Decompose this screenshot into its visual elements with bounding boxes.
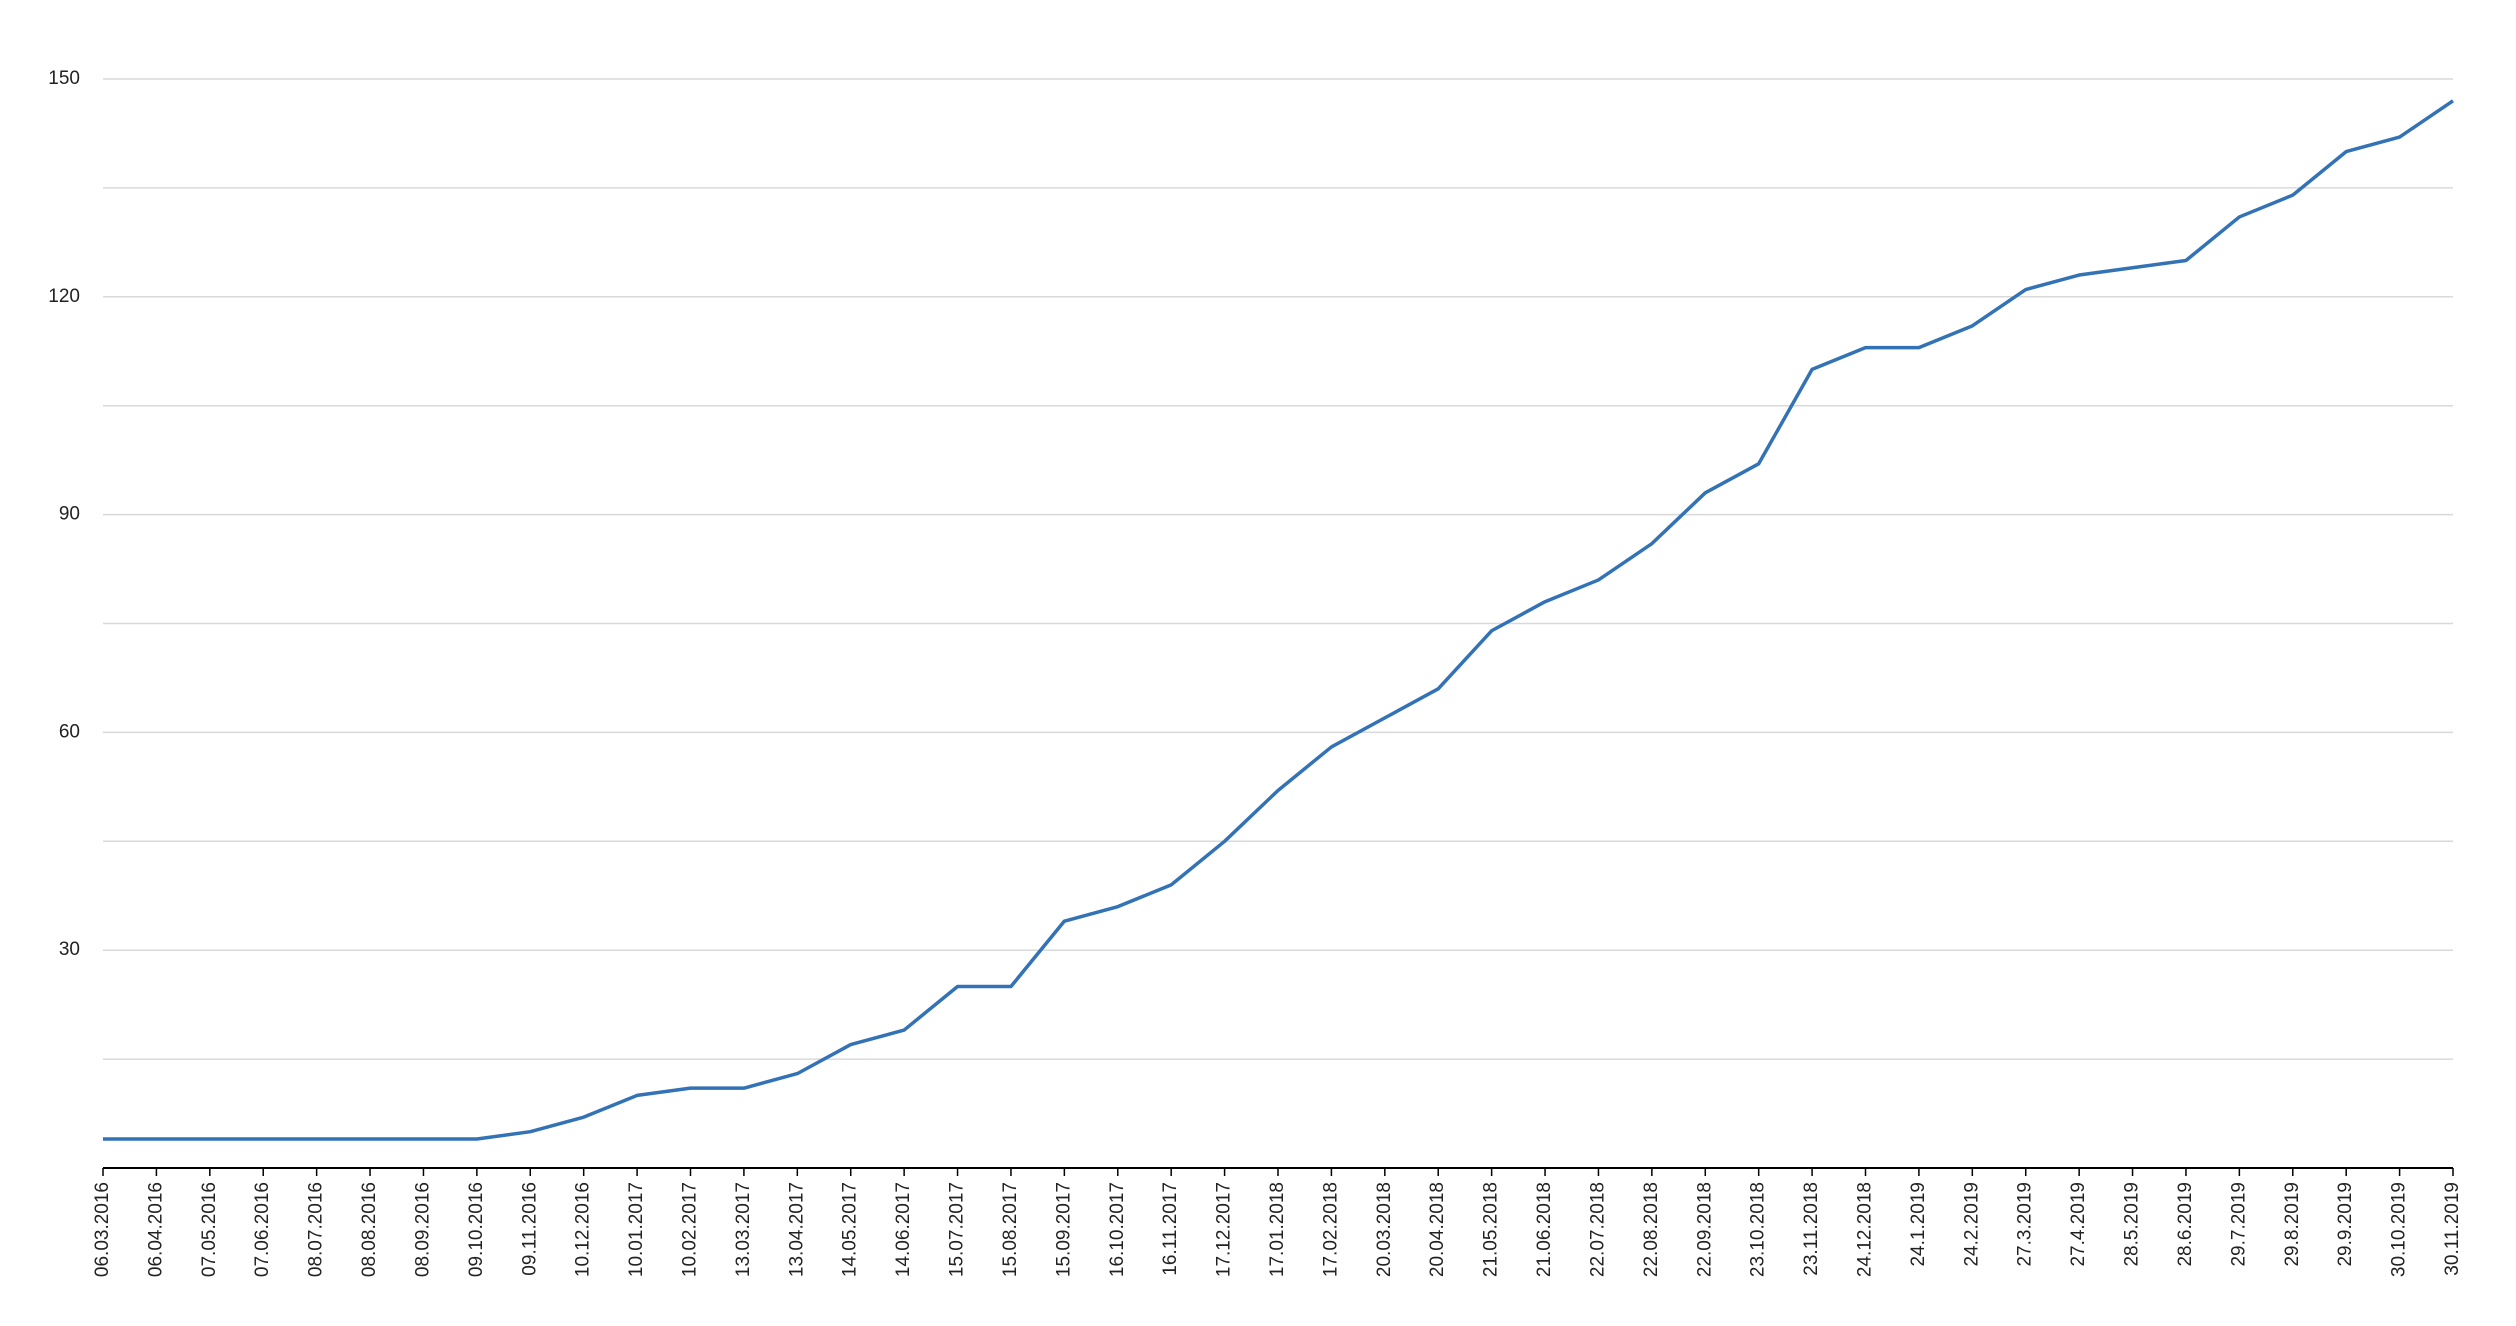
- y-tick-label: 60: [59, 721, 80, 742]
- x-tick-label: 14.05.2017: [840, 1182, 861, 1277]
- x-tick-label: 21.06.2018: [1534, 1182, 1555, 1277]
- x-tick-label: 30.11.2019: [2442, 1182, 2463, 1276]
- x-tick-label: 27.3.2019: [2015, 1182, 2036, 1267]
- x-tick-label: 14.06.2017: [893, 1182, 914, 1277]
- data-line: [103, 99, 2454, 1141]
- x-tick-label: 29.9.2019: [2335, 1182, 2356, 1267]
- x-tick-label: 15.07.2017: [947, 1182, 968, 1277]
- x-tick-label: 10.12.2016: [573, 1182, 594, 1277]
- y-tick-label: 120: [48, 286, 80, 307]
- x-tick-label: 29.8.2019: [2282, 1182, 2303, 1267]
- x-tick-label: 15.09.2017: [1053, 1182, 1074, 1277]
- x-tick-label: 22.08.2018: [1641, 1182, 1662, 1277]
- x-tick-label: 20.03.2018: [1374, 1182, 1395, 1277]
- x-tick-label: 16.10.2017: [1107, 1182, 1128, 1277]
- x-tick-label: 28.6.2019: [2175, 1182, 2196, 1267]
- x-tick-label: 13.04.2017: [786, 1182, 807, 1277]
- x-tick-label: 06.03.2016: [92, 1182, 113, 1277]
- x-tick-label: 21.05.2018: [1481, 1182, 1502, 1277]
- x-tick-label: 29.7.2019: [2228, 1182, 2249, 1267]
- x-tick-label: 13.03.2017: [733, 1182, 754, 1277]
- x-tick-label: 30.10.2019: [2389, 1182, 2410, 1277]
- x-tick-label: 10.02.2017: [680, 1182, 701, 1277]
- x-tick-label: 09.10.2016: [466, 1182, 487, 1277]
- x-tick-label: 06.04.2016: [145, 1182, 166, 1277]
- x-tick-label: 23.11.2018: [1801, 1182, 1822, 1276]
- x-tick-label: 08.08.2016: [359, 1182, 380, 1277]
- x-tick-label: 07.05.2016: [199, 1182, 220, 1277]
- x-tick-label: 07.06.2016: [252, 1182, 273, 1277]
- x-tick-label: 23.10.2018: [1748, 1182, 1769, 1277]
- y-tick-label: 90: [59, 504, 80, 525]
- x-tick-label: 20.04.2018: [1427, 1182, 1448, 1277]
- x-tick-label: 10.01.2017: [626, 1182, 647, 1277]
- x-tick-label: 24.1.2019: [1908, 1182, 1929, 1267]
- x-tick-label: 15.08.2017: [1000, 1182, 1021, 1277]
- x-tick-label: 22.09.2018: [1694, 1182, 1715, 1277]
- x-tick-label: 09.11.2016: [519, 1182, 540, 1276]
- x-tick-label: 28.5.2019: [2122, 1182, 2143, 1267]
- x-tick-label: 24.12.2018: [1855, 1182, 1876, 1277]
- y-tick-label: 30: [59, 939, 80, 960]
- x-tick-label: 16.11.2017: [1160, 1182, 1181, 1276]
- x-tick-label: 24.2.2019: [1961, 1182, 1982, 1267]
- x-tick-label: 17.01.2018: [1267, 1182, 1288, 1277]
- x-tick-label: 08.07.2016: [306, 1182, 327, 1277]
- x-tick-label: 17.02.2018: [1320, 1182, 1341, 1277]
- x-tick-label: 17.12.2017: [1214, 1182, 1235, 1277]
- y-tick-label: 150: [48, 68, 80, 89]
- x-tick-label: 22.07.2018: [1587, 1182, 1608, 1277]
- x-tick-label: 27.4.2019: [2068, 1182, 2089, 1267]
- x-tick-label: 08.09.2016: [412, 1182, 433, 1277]
